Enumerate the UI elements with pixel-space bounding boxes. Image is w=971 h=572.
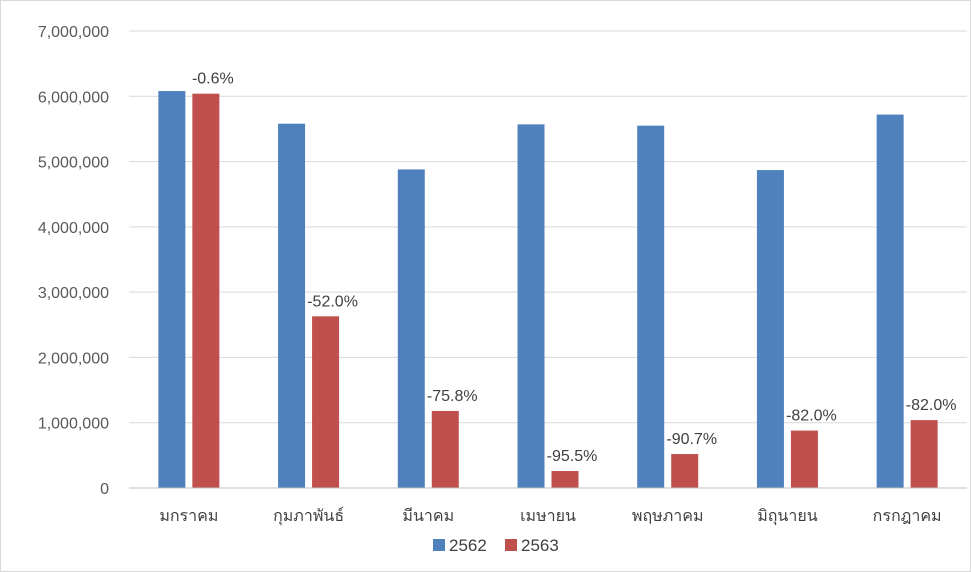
- bar-2562: [517, 124, 545, 488]
- bars: [158, 91, 938, 489]
- x-category-label: มีนาคม: [402, 506, 454, 525]
- gridlines: [129, 30, 967, 424]
- data-labels: -0.6% -52.0% -75.8% -95.5% -90.7% -82.0% -82.0…: [192, 71, 957, 465]
- bar-2562: [756, 170, 784, 488]
- x-axis-category-labels: มกราคม กุมภาพันธ์ มีนาคม เมษายน พฤษภาคม มิถุน…: [159, 506, 941, 526]
- bar-2563: [910, 420, 938, 488]
- bar-2563: [312, 316, 340, 488]
- bar-2562: [397, 169, 425, 489]
- x-category-label: มกราคม: [159, 506, 218, 525]
- data-label: -82.0%: [906, 397, 957, 414]
- bar-2563: [671, 454, 699, 488]
- bar-2562: [278, 123, 306, 488]
- x-category-label: เมษายน: [520, 506, 576, 525]
- bar-2562: [637, 125, 665, 489]
- legend: 2562 2563: [433, 536, 559, 555]
- x-category-label: พฤษภาคม: [632, 506, 704, 525]
- legend-label-2562: 2562: [449, 536, 487, 555]
- y-tick-label: 5,000,000: [38, 155, 109, 172]
- bar-2563: [790, 430, 818, 488]
- x-category-label: กรกฎาคม: [873, 506, 942, 525]
- y-tick-label: 7,000,000: [38, 24, 109, 41]
- y-tick-label: 1,000,000: [38, 416, 109, 433]
- data-label: -0.6%: [192, 71, 234, 88]
- data-label: -90.7%: [666, 431, 717, 448]
- y-tick-label: 0: [100, 481, 109, 498]
- bar-2563: [431, 410, 459, 488]
- x-category-label: กุมภาพันธ์: [273, 506, 344, 526]
- legend-swatch-2562: [433, 539, 445, 551]
- bar-2563: [192, 93, 220, 488]
- y-axis-tick-labels: 0 1,000,000 2,000,000 3,000,000 4,000,000 5,0…: [38, 24, 109, 498]
- bar-2562: [158, 91, 186, 488]
- bar-2563: [551, 471, 579, 488]
- y-tick-label: 6,000,000: [38, 89, 109, 106]
- data-label: -75.8%: [427, 388, 478, 405]
- legend-label-2563: 2563: [521, 536, 559, 555]
- y-tick-label: 2,000,000: [38, 350, 109, 367]
- legend-swatch-2563: [505, 539, 517, 551]
- y-tick-label: 4,000,000: [38, 220, 109, 237]
- bar-2562: [876, 114, 904, 489]
- x-category-label: มิถุนายน: [757, 506, 818, 526]
- data-label: -95.5%: [547, 448, 598, 465]
- data-label: -52.0%: [307, 293, 358, 310]
- data-label: -82.0%: [786, 408, 837, 425]
- y-tick-label: 3,000,000: [38, 285, 109, 302]
